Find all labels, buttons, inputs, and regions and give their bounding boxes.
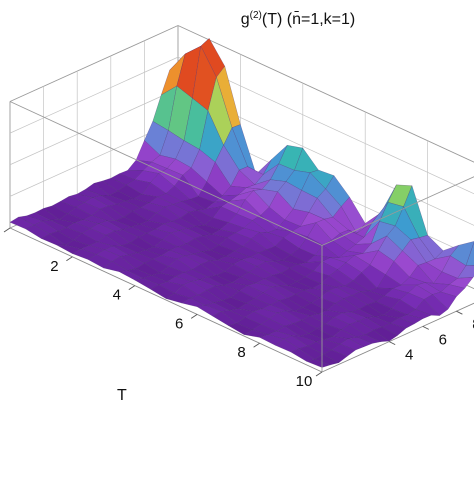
surface-cell bbox=[364, 329, 390, 342]
surface-mesh bbox=[9, 38, 474, 368]
x-axis-tick bbox=[315, 371, 323, 377]
box-edge bbox=[9, 101, 323, 246]
plot-box-front bbox=[9, 101, 474, 373]
surface-cell bbox=[448, 276, 474, 289]
box-edge bbox=[321, 176, 474, 246]
x-axis-tick bbox=[3, 227, 11, 233]
x-axis-tick bbox=[66, 256, 73, 262]
chart-title: g(2)(T) (n̄=1,k=1) bbox=[241, 10, 356, 28]
title-base: g bbox=[241, 11, 250, 28]
title-rest: (T) (n̄=1,k=1) bbox=[262, 11, 355, 28]
x-axis-tick bbox=[190, 314, 198, 319]
surface-cell bbox=[406, 309, 432, 319]
side-wall-gridline bbox=[9, 56, 179, 134]
surface-cell bbox=[331, 343, 357, 357]
x-tick-label: 4 bbox=[113, 287, 121, 304]
x-axis-label: T bbox=[117, 387, 127, 404]
surface-cell bbox=[305, 359, 332, 368]
box-edge bbox=[9, 25, 179, 102]
box-edge bbox=[177, 25, 474, 163]
axis-ticks: 024681046810 bbox=[3, 227, 474, 390]
y-tick-label: 8 bbox=[472, 316, 474, 333]
y-tick-label: 4 bbox=[405, 347, 413, 364]
x-tick-label: 8 bbox=[237, 344, 245, 361]
box-edge bbox=[321, 302, 474, 373]
side-wall-gridline bbox=[9, 88, 179, 166]
surface-cell bbox=[465, 241, 474, 266]
x-tick-label: 10 bbox=[296, 373, 313, 390]
x-tick-label: 2 bbox=[50, 258, 58, 275]
surface-cell bbox=[339, 338, 365, 351]
box-edge bbox=[9, 227, 323, 373]
surface-cell bbox=[415, 299, 441, 316]
y-tick-label: 6 bbox=[439, 331, 447, 348]
surface-cell bbox=[314, 354, 340, 366]
surface-cell bbox=[347, 336, 374, 347]
y-axis-tick bbox=[422, 325, 430, 330]
title-sup: (2) bbox=[250, 10, 262, 21]
x-tick-label: 6 bbox=[175, 315, 183, 332]
y-axis-tick bbox=[456, 310, 463, 315]
x-axis-tick bbox=[253, 342, 260, 348]
back-gridlines bbox=[9, 40, 474, 268]
back-wall-gridline bbox=[177, 56, 474, 195]
x-axis-tick bbox=[128, 285, 136, 290]
y-axis-tick bbox=[388, 341, 396, 346]
